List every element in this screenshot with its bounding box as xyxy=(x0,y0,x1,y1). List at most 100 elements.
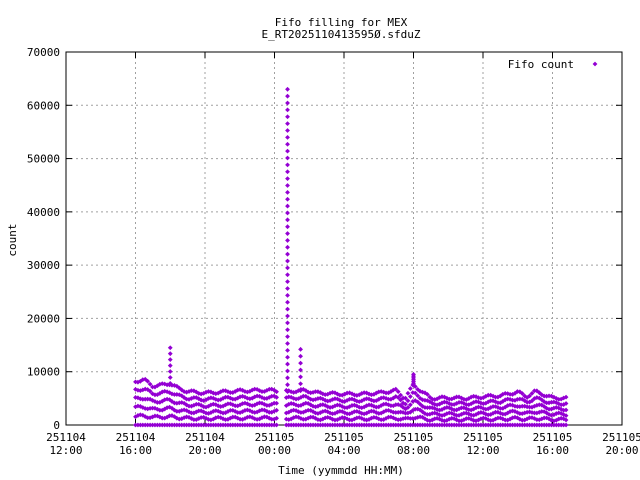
data-point xyxy=(157,407,163,413)
data-point xyxy=(536,395,542,401)
data-point xyxy=(285,313,290,319)
data-point xyxy=(285,341,290,346)
data-point xyxy=(517,422,523,428)
data-point xyxy=(558,406,564,412)
data-point xyxy=(235,422,241,428)
data-point xyxy=(285,375,290,381)
data-point xyxy=(398,397,404,403)
data-point xyxy=(167,357,173,363)
data-point xyxy=(225,401,231,407)
data-point xyxy=(532,422,537,428)
data-point xyxy=(463,422,469,428)
data-point xyxy=(285,320,290,326)
data-point xyxy=(342,405,348,411)
data-point xyxy=(157,381,163,387)
data-point xyxy=(288,394,294,400)
data-point xyxy=(473,394,479,400)
data-point xyxy=(502,417,508,423)
data-point xyxy=(285,361,290,367)
data-point xyxy=(313,404,318,410)
data-point xyxy=(347,396,352,402)
data-point xyxy=(349,417,355,423)
data-point xyxy=(444,411,450,417)
data-point xyxy=(342,410,348,416)
data-point xyxy=(558,411,564,416)
data-point xyxy=(208,410,214,416)
data-point xyxy=(176,408,182,414)
data-point xyxy=(186,409,192,415)
data-point xyxy=(150,405,155,411)
data-point xyxy=(172,383,177,388)
data-point xyxy=(291,415,297,421)
data-point xyxy=(390,422,396,428)
data-point xyxy=(286,422,292,428)
x-tick-label-time: 20:00 xyxy=(605,444,638,457)
data-point xyxy=(347,422,352,428)
data-point xyxy=(400,422,406,428)
data-point xyxy=(320,396,326,402)
data-point xyxy=(364,422,369,428)
data-point xyxy=(378,417,384,423)
data-point xyxy=(167,404,172,410)
data-point xyxy=(223,422,228,428)
data-point xyxy=(463,410,469,416)
data-point xyxy=(444,422,450,428)
y-axis-label: count xyxy=(6,223,19,256)
data-point xyxy=(196,401,202,407)
data-point xyxy=(325,422,331,428)
data-point xyxy=(497,410,503,416)
data-point xyxy=(337,422,343,428)
legend: Fifo count xyxy=(508,58,598,71)
data-point xyxy=(152,422,158,428)
legend-label: Fifo count xyxy=(508,58,574,71)
data-point xyxy=(456,422,462,428)
data-point xyxy=(483,422,489,428)
data-point xyxy=(247,422,253,428)
data-point xyxy=(184,389,189,395)
data-point xyxy=(274,400,279,406)
data-point xyxy=(285,292,290,298)
data-point xyxy=(285,279,290,285)
data-point xyxy=(463,416,469,421)
data-point xyxy=(240,422,245,428)
grid xyxy=(66,52,622,425)
data-point xyxy=(563,417,569,423)
data-point xyxy=(196,391,202,396)
data-point xyxy=(242,422,248,428)
data-point xyxy=(561,422,567,428)
data-point xyxy=(300,422,306,428)
data-point xyxy=(152,405,158,411)
data-point xyxy=(522,422,528,428)
data-point xyxy=(296,422,301,428)
data-point xyxy=(269,416,275,422)
x-tick-label-time: 04:00 xyxy=(327,444,360,457)
data-point xyxy=(213,402,219,408)
data-point xyxy=(285,286,290,291)
data-point xyxy=(471,406,477,412)
data-point xyxy=(283,403,289,408)
data-point xyxy=(269,422,275,428)
data-point xyxy=(169,391,175,397)
x-tick-label-time: 20:00 xyxy=(188,444,221,457)
data-point xyxy=(291,422,297,428)
data-point xyxy=(174,392,180,397)
data-point xyxy=(285,86,290,92)
data-point xyxy=(259,422,265,428)
data-point xyxy=(551,422,557,428)
data-point xyxy=(507,422,513,428)
data-point xyxy=(415,393,421,399)
data-point xyxy=(259,395,265,400)
data-point xyxy=(196,422,202,428)
x-axis-label: Time (yymmdd HH:MM) xyxy=(278,464,404,477)
data-point xyxy=(193,422,199,428)
data-point xyxy=(135,422,141,428)
data-point xyxy=(150,398,155,403)
data-point xyxy=(466,396,472,401)
data-point xyxy=(393,422,399,428)
data-point xyxy=(313,389,318,395)
data-point xyxy=(527,393,532,399)
data-point xyxy=(225,394,231,400)
data-point xyxy=(488,398,494,404)
data-point xyxy=(232,396,238,402)
data-point xyxy=(366,417,372,422)
